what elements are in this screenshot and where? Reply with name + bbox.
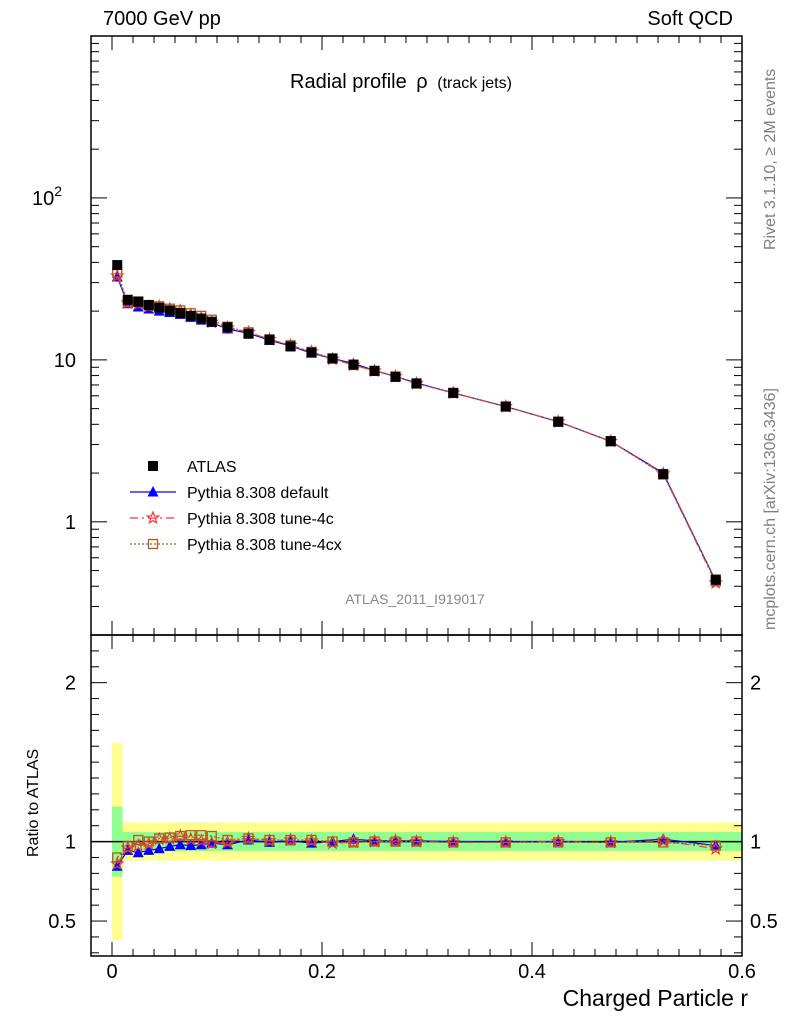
ratio-point-2 [285,834,296,846]
category-label: Soft QCD [647,8,733,30]
chart-title: Radial profile ρ (track jets) [290,71,512,93]
x-tick-label: 0 [106,961,117,983]
data-point-0 [500,401,511,412]
data-point-0 [206,316,217,327]
data-point-0 [196,313,207,324]
x-axis-label: Charged Particle r [562,985,748,1011]
legend-entry: Pythia 8.308 tune-4c [130,510,334,528]
ratio-y-tick-label: 0.5 [48,911,76,933]
legend-label: Pythia 8.308 tune-4c [187,511,334,528]
ratio-point-2 [133,834,144,846]
ratio-point-2 [327,836,338,847]
legend-entry: ATLAS [148,459,237,476]
legend-marker [147,486,159,497]
y-tick-label: 10 [54,350,76,372]
data-point-0 [553,416,564,427]
y-tick-label: 102 [32,183,62,210]
ratio-line-1 [116,835,716,865]
legend-marker [147,538,159,550]
legend: ATLAS Pythia 8.308 default Pythia 8.308 tu… [130,459,342,554]
data-point-0 [185,310,196,321]
data-point-0 [605,436,616,447]
ratio-y-tick-label: 1 [65,832,76,854]
y-tick-label: 1 [65,512,76,534]
ratio-point-0 [710,839,722,851]
legend-marker [148,461,158,471]
ratio-point-2 [348,837,359,848]
x-tick-label: 0.2 [308,961,336,983]
ratio-point-2 [390,836,401,847]
ratio-point-2 [306,834,317,846]
ratio-point-2 [222,834,233,846]
legend-entry: Pythia 8.308 default [130,485,329,502]
ratio-panel: 0.5 0.5 1 1 2 2 [48,634,778,957]
data-point-0 [133,296,144,307]
data-point-0 [658,469,669,480]
ratio-point-2 [658,837,669,848]
ratio-y-tick-label: 2 [65,673,76,695]
ratio-point-2 [196,830,207,841]
data-point-0 [122,294,133,305]
legend-label: Pythia 8.308 default [187,485,329,502]
data-point-0 [264,334,275,345]
data-point-0 [243,328,254,339]
data-point-0 [348,359,359,370]
ratio-point-2 [411,836,422,847]
ratio-y-tick-label-right: 0.5 [750,911,778,933]
x-tick-label: 0.4 [518,961,546,983]
data-point-0 [175,307,186,318]
watermark-label: ATLAS_2011_I919017 [345,591,485,607]
ratio-plot-frame [90,634,743,957]
ratio-point-2 [164,832,175,843]
ratio-point-0 [174,838,186,850]
legend-marker [145,510,161,525]
ratio-point-0 [143,844,155,855]
ratio-point-2 [143,836,154,847]
data-point-0 [222,322,233,333]
data-point-0 [154,302,165,313]
ratio-point-2 [112,852,123,863]
ratio-point-0 [153,842,165,854]
data-point-0 [164,305,175,316]
ratio-point-0 [132,846,144,858]
data-point-0 [285,341,296,352]
ratio-point-2 [500,837,511,848]
ratio-point-2 [710,840,721,851]
data-point-0 [327,353,338,364]
ratio-point-0 [185,839,197,851]
data-point-0 [390,371,401,382]
energy-label: 7000 GeV pp [103,8,221,30]
ratio-point-2 [122,841,133,852]
ratio-point-2 [154,833,165,844]
ratio-point-2 [553,837,564,848]
legend-label: Pythia 8.308 tune-4cx [187,537,342,554]
data-point-0 [306,347,317,358]
data-point-0 [143,300,154,311]
main-panel: Radial profile ρ (track jets) ATLAS_2011… [32,35,743,636]
ratio-point-2 [448,837,459,848]
ratio-point-2 [605,837,616,848]
ratio-point-0 [164,840,176,851]
ratio-point-2 [243,833,254,844]
ratio-point-1 [204,835,220,850]
ratio-point-2 [206,830,217,842]
legend-entry: Pythia 8.308 tune-4cx [130,537,342,554]
data-point-0 [369,365,380,376]
ratio-point-2 [185,830,196,841]
ratio-point-2 [175,830,186,842]
ratio-point-2 [369,836,380,847]
data-point-0 [710,574,721,585]
data-point-0 [112,260,123,271]
x-tick-label: 0.6 [728,961,756,983]
ratio-point-2 [264,834,275,846]
ratio-y-tick-label-right: 1 [750,832,761,854]
data-point-0 [411,378,422,389]
legend-label: ATLAS [187,459,237,476]
ratio-y-tick-label-right: 2 [750,673,761,695]
data-point-0 [448,387,459,398]
